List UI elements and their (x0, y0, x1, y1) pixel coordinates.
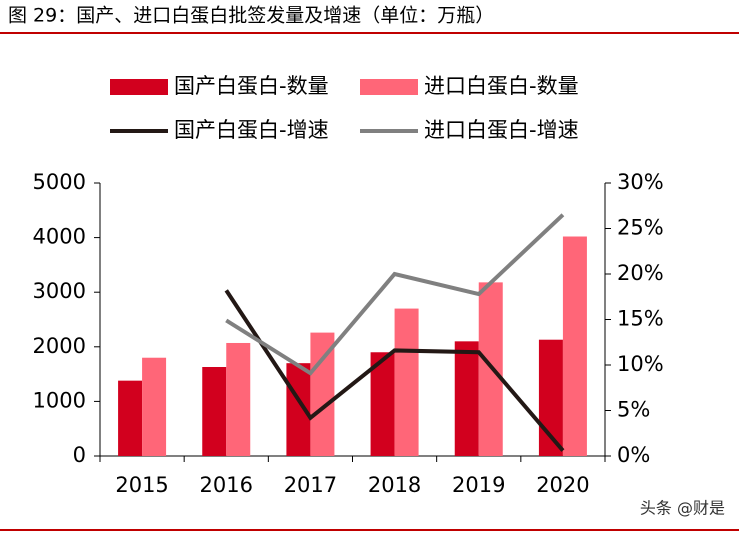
y-tick-label: 4000 (33, 225, 86, 249)
y2-tick-label: 30% (617, 170, 664, 194)
x-tick-label: 2015 (115, 473, 168, 497)
y2-tick-label: 20% (617, 261, 664, 285)
y-tick-label: 0 (73, 443, 86, 467)
legend-label: 国产白蛋白-数量 (174, 74, 329, 98)
bar (118, 380, 143, 456)
x-tick-label: 2016 (200, 473, 253, 497)
legend-label: 进口白蛋白-数量 (424, 74, 579, 98)
line-series (225, 213, 565, 376)
bar (562, 236, 587, 456)
bar (370, 352, 395, 456)
x-tick-label: 2018 (368, 473, 421, 497)
x-tick-label: 2020 (536, 473, 589, 497)
bar (202, 367, 227, 456)
bar (394, 308, 419, 456)
y2-tick-label: 0% (617, 443, 650, 467)
watermark: 头条 @财是 (640, 499, 725, 518)
y2-tick-label: 15% (617, 307, 664, 331)
bar (142, 357, 167, 456)
bar (226, 342, 251, 456)
legend-swatch (110, 79, 168, 95)
y2-tick-label: 5% (617, 398, 650, 422)
y-tick-label: 1000 (33, 388, 86, 412)
y2-tick-label: 10% (617, 352, 664, 376)
legend-label: 进口白蛋白-增速 (424, 118, 579, 142)
y2-tick-label: 25% (617, 216, 664, 240)
legend-label: 国产白蛋白-增速 (174, 118, 329, 142)
bar (310, 332, 335, 456)
chart-title: 图 29：国产、进口白蛋白批签发量及增速（单位：万瓶） (8, 5, 494, 27)
bar (454, 341, 479, 456)
line-series (224, 289, 565, 452)
legend-swatch (360, 79, 418, 95)
x-tick-label: 2017 (284, 473, 337, 497)
x-tick-label: 2019 (452, 473, 505, 497)
y-tick-label: 5000 (33, 170, 86, 194)
y-tick-label: 2000 (33, 334, 86, 358)
y-tick-label: 3000 (33, 279, 86, 303)
